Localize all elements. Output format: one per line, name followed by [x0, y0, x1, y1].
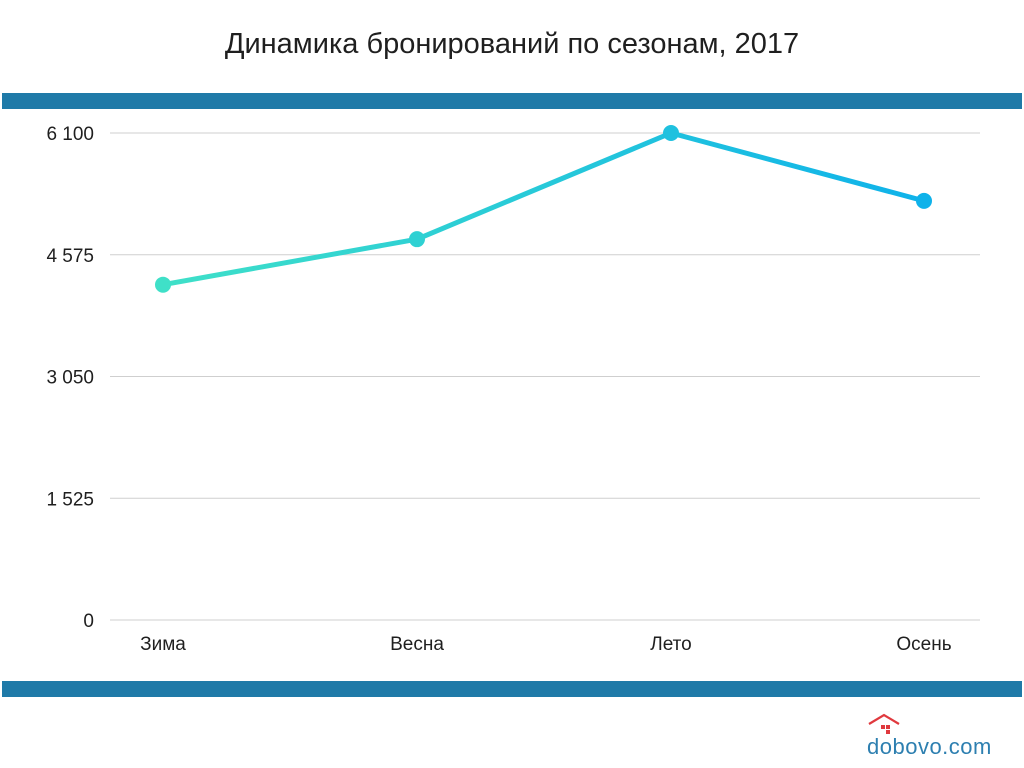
y-tick-label: 1 525 [46, 489, 94, 510]
y-tick-label: 4 575 [46, 246, 94, 267]
x-tick-label: Осень [896, 634, 951, 655]
bottom-band [2, 681, 1022, 697]
x-tick-label: Лето [650, 634, 691, 655]
data-point [155, 276, 171, 293]
logo-text: dobovo.com [867, 734, 992, 759]
dobovo-logo: dobovo.com [866, 712, 1006, 762]
top-band [2, 93, 1022, 109]
y-tick-label: 6 100 [46, 124, 94, 145]
y-axis: 0 1 525 3 050 4 575 6 100 [46, 124, 94, 632]
x-axis: Зима Весна Лето Осень [140, 634, 952, 655]
data-point [663, 125, 679, 141]
grid-layer [110, 132, 980, 621]
data-point [409, 231, 425, 248]
y-tick-label: 3 050 [46, 368, 94, 389]
series-line [160, 130, 927, 288]
x-tick-label: Весна [390, 634, 444, 655]
y-tick-label: 0 [83, 611, 94, 632]
house-icon [868, 713, 900, 734]
x-tick-label: Зима [140, 634, 186, 655]
data-point [916, 192, 932, 209]
series-layer [155, 125, 932, 293]
chart-title: Динамика бронирований по сезонам, 2017 [224, 28, 800, 60]
